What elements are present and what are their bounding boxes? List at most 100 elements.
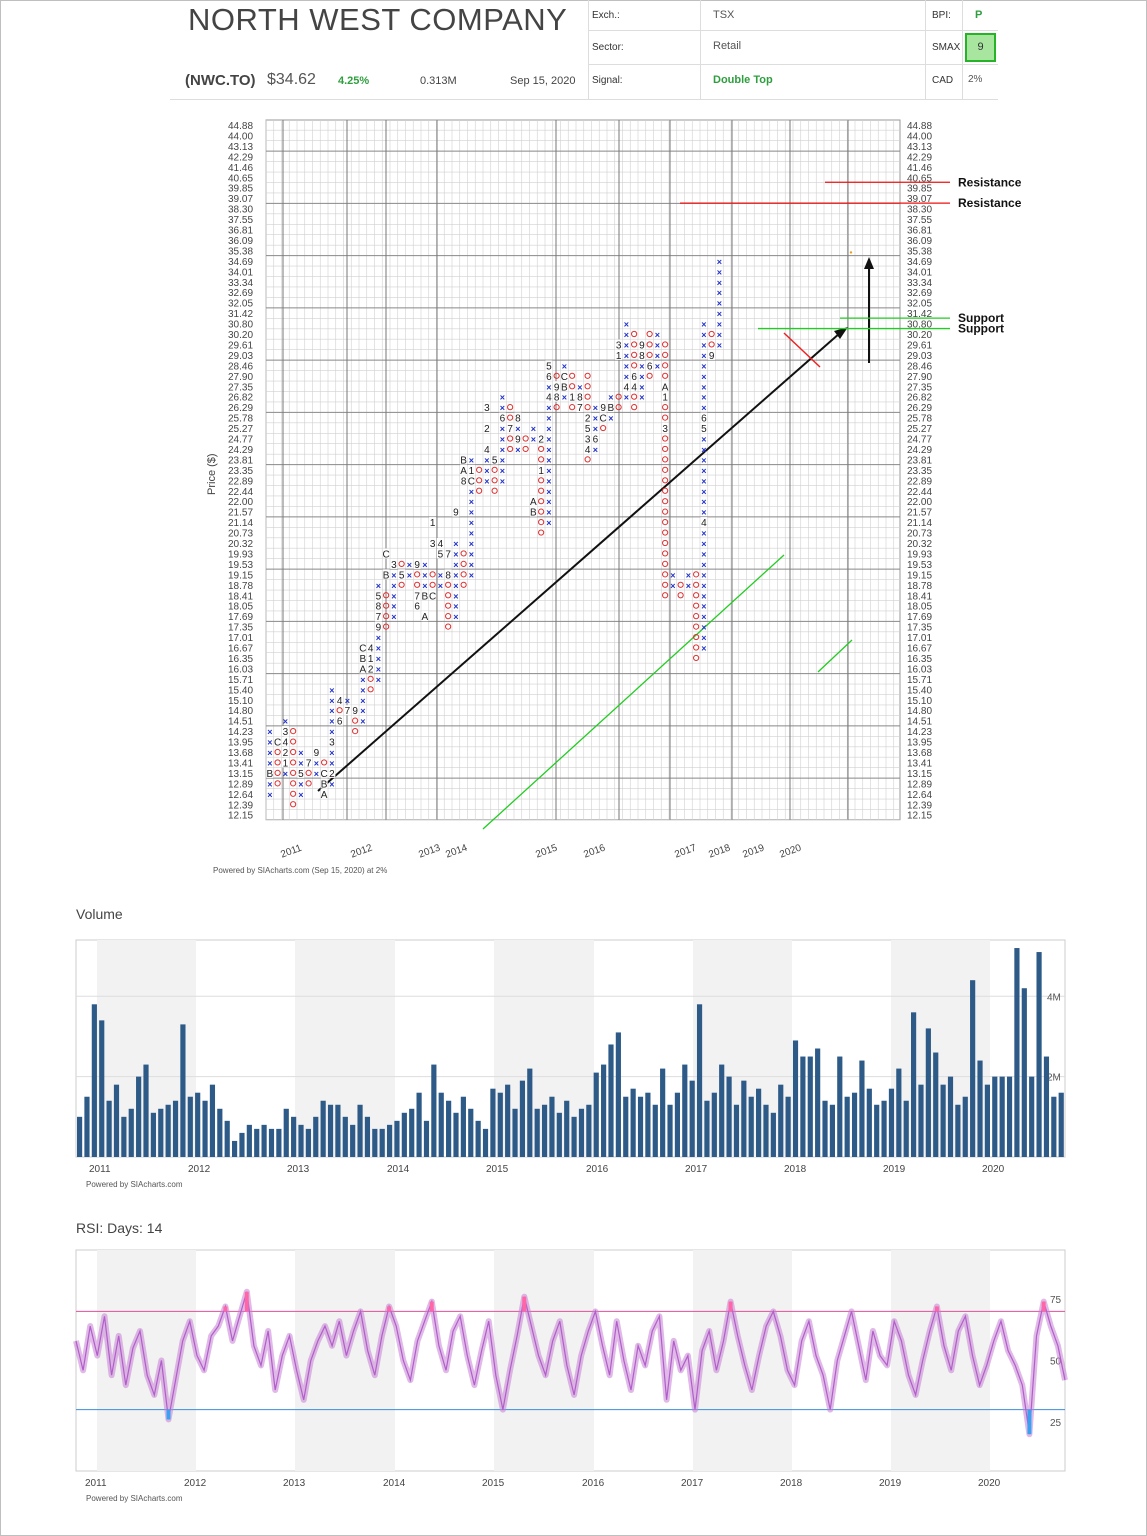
o-mark bbox=[708, 330, 715, 338]
x-mark: × bbox=[717, 278, 722, 288]
volume-year-label: 2018 bbox=[784, 1164, 807, 1175]
o-mark bbox=[383, 623, 390, 630]
volume-bar bbox=[534, 1108, 540, 1157]
o-mark bbox=[662, 466, 669, 473]
price-label-left: 30.80 bbox=[228, 320, 253, 331]
price-label-right: 13.95 bbox=[907, 738, 932, 749]
price-label-left: 43.13 bbox=[228, 142, 253, 153]
volume-bar bbox=[601, 1064, 607, 1157]
price-label-left: 17.35 bbox=[228, 623, 253, 634]
month-label-bg bbox=[343, 705, 351, 716]
x-mark: × bbox=[500, 455, 505, 465]
x-mark: × bbox=[267, 790, 272, 800]
x-mark: × bbox=[391, 602, 396, 612]
o-mark bbox=[569, 404, 576, 411]
volume-bar bbox=[623, 1096, 629, 1157]
month-label: C bbox=[383, 549, 390, 560]
x-mark: × bbox=[267, 748, 272, 758]
o-mark bbox=[290, 759, 297, 766]
o-mark bbox=[507, 414, 514, 421]
volume-bar bbox=[195, 1092, 201, 1157]
price-label-left: 40.65 bbox=[228, 173, 253, 184]
x-mark: × bbox=[329, 717, 334, 727]
volume-bar bbox=[482, 1128, 489, 1157]
month-label: B bbox=[360, 654, 367, 665]
o-mark bbox=[383, 592, 390, 599]
o-mark bbox=[631, 393, 638, 400]
month-label-bg bbox=[382, 569, 390, 580]
x-mark: × bbox=[531, 424, 536, 434]
x-mark: × bbox=[701, 382, 706, 392]
x-mark: × bbox=[608, 393, 613, 403]
volume-bar bbox=[556, 1112, 562, 1157]
price-label-left: 28.46 bbox=[228, 361, 253, 372]
price-label-right: 34.01 bbox=[907, 267, 932, 278]
x-mark: × bbox=[655, 340, 660, 350]
x-mark: × bbox=[717, 299, 722, 309]
price-label-right: 27.35 bbox=[907, 382, 932, 393]
x-mark: × bbox=[717, 309, 722, 319]
volume-bar bbox=[970, 980, 976, 1157]
x-mark: × bbox=[670, 581, 675, 591]
price-label-right: 14.80 bbox=[907, 706, 932, 717]
price-label-right: 24.77 bbox=[907, 435, 932, 446]
volume-bar bbox=[933, 1052, 939, 1157]
volume-bar bbox=[350, 1124, 356, 1157]
price-label-right: 34.69 bbox=[907, 257, 932, 268]
volume-bar bbox=[1021, 988, 1027, 1157]
month-label-bg bbox=[607, 402, 615, 413]
exch-label: Exch.: bbox=[592, 10, 620, 21]
price-label-left: 26.82 bbox=[228, 393, 253, 404]
x-mark: × bbox=[701, 351, 706, 361]
o-mark bbox=[693, 623, 700, 630]
volume-bar bbox=[866, 1088, 872, 1157]
price-label-left: 19.93 bbox=[228, 549, 253, 560]
o-mark bbox=[522, 435, 529, 442]
month-label: 9 bbox=[414, 560, 420, 571]
price-label-left: 12.39 bbox=[228, 800, 253, 811]
x-mark: × bbox=[298, 790, 303, 800]
x-mark: × bbox=[593, 445, 598, 455]
month-label-bg bbox=[398, 569, 406, 580]
sector-label: Sector: bbox=[592, 42, 624, 53]
price-label-left: 44.00 bbox=[228, 131, 253, 142]
price-label-left: 26.29 bbox=[228, 403, 253, 414]
month-label: A bbox=[321, 790, 328, 801]
arrow-head bbox=[864, 257, 874, 269]
o-mark bbox=[367, 686, 374, 693]
month-label: A bbox=[360, 664, 367, 675]
month-label-bg bbox=[367, 652, 375, 663]
o-mark bbox=[662, 560, 669, 567]
x-mark: × bbox=[376, 633, 381, 643]
o-mark bbox=[321, 759, 328, 766]
o-mark bbox=[600, 424, 607, 432]
x-mark: × bbox=[469, 487, 474, 497]
x-mark: × bbox=[515, 445, 520, 455]
month-label-bg bbox=[560, 370, 568, 381]
x-mark: × bbox=[376, 675, 381, 685]
month-label: 5 bbox=[376, 591, 382, 602]
x-mark: × bbox=[701, 445, 706, 455]
month-label-bg bbox=[584, 423, 592, 434]
x-mark: × bbox=[577, 382, 582, 392]
month-label-bg bbox=[460, 475, 468, 486]
volume-year-label: 2012 bbox=[188, 1164, 211, 1175]
volume-bar bbox=[564, 1100, 570, 1157]
signal-label: Signal: bbox=[592, 75, 623, 86]
month-label-bg bbox=[514, 433, 522, 444]
month-label-bg bbox=[467, 464, 475, 475]
volume-bar bbox=[940, 1084, 946, 1157]
month-label-bg bbox=[274, 736, 282, 747]
month-label: 3 bbox=[329, 738, 335, 749]
volume-bar bbox=[490, 1088, 496, 1157]
year-label: 2011 bbox=[279, 843, 303, 861]
o-mark bbox=[274, 759, 281, 766]
x-mark: × bbox=[701, 403, 706, 413]
x-mark: × bbox=[453, 591, 458, 601]
month-label-bg bbox=[615, 349, 623, 360]
x-mark: × bbox=[624, 320, 629, 330]
year-label: 2018 bbox=[707, 842, 732, 860]
x-mark: × bbox=[329, 685, 334, 695]
month-label-bg bbox=[630, 370, 638, 381]
volume-bar bbox=[202, 1100, 208, 1157]
